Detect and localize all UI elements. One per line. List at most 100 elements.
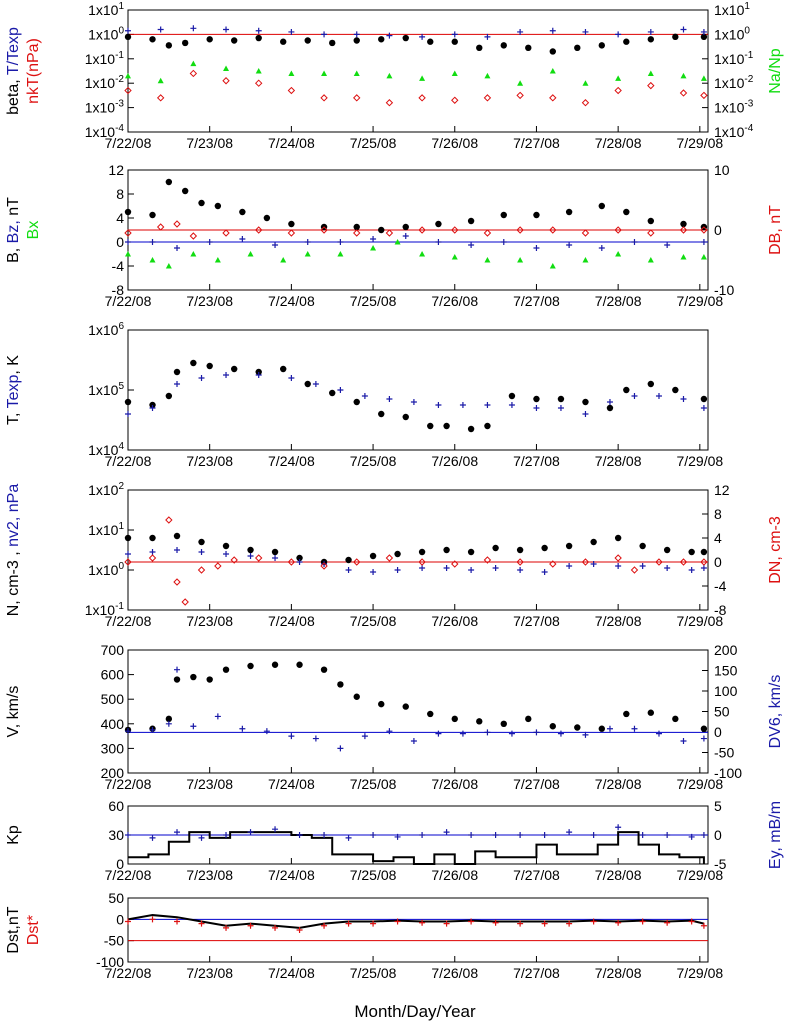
data-point [125,832,131,838]
data-point [206,239,213,245]
data-point [361,393,368,399]
data-point [124,558,132,566]
y-axis-label-left-2: Dst* [25,915,42,945]
series-dot [124,532,708,566]
y-axis-label-right: DV6, km/s [767,675,784,749]
data-point [239,725,246,732]
data-point [516,91,524,100]
data-point [647,217,655,225]
data-point [525,44,532,52]
data-point [500,211,507,219]
x-tick-label: 7/23/08 [186,293,233,309]
y-tick-label-right: 50 [714,704,730,720]
panel-2: -8 -4 0 4 8 12 -10 0 10 7/22/08 7/23/08 7/24/08 7/25… [5,162,784,309]
data-point [125,918,131,925]
x-tick-label: 7/27/08 [513,776,560,792]
x-tick-label: 7/22/08 [105,293,152,309]
panel-1: 1x10-4 1x10-3 1x10-2 1x10-1 1x100 1x101 1x10-4… [5,1,784,151]
data-point [574,724,581,731]
data-point [125,72,131,79]
x-tick-label: 7/27/08 [513,453,560,469]
data-point [500,42,507,49]
data-point [525,715,532,723]
data-point [443,565,450,571]
data-point [639,832,646,838]
x-tick-label: 7/27/08 [513,965,560,981]
plot-frame [127,489,709,611]
x-tick-label: 7/26/08 [431,965,478,981]
data-point [190,25,197,32]
data-point [615,563,622,569]
data-point [615,919,622,926]
series-line [128,831,705,865]
y-tick-label-left: 1x106 [88,321,124,338]
data-point [468,242,475,248]
x-tick-label: 7/24/08 [268,293,315,309]
data-point [247,829,254,836]
data-point [606,404,614,412]
data-point [549,94,557,102]
data-point [394,918,401,925]
data-point [214,257,221,263]
data-point [418,226,426,234]
data-point [255,68,262,74]
data-point [296,559,303,565]
data-point [198,834,205,841]
y-tick-label-left: 200 [101,765,125,781]
data-point [680,220,687,228]
data-point [353,70,360,76]
data-point [582,731,589,738]
y-tick-label-right: 1x10-4 [714,123,754,140]
data-point [451,254,458,260]
data-point [451,31,458,38]
data-point [280,257,287,263]
data-point [566,242,573,248]
y-tick-label-left: 0 [116,234,124,250]
plot-frame [127,897,709,963]
data-point [533,211,540,219]
data-point [181,39,189,47]
data-point [565,208,573,216]
data-point [680,26,687,33]
y-tick-label-left: 1x10-1 [85,50,125,67]
data-point [149,726,156,733]
data-point [639,918,646,925]
data-point [664,919,671,926]
x-tick-label: 7/24/08 [268,453,315,469]
x-tick-label: 7/29/08 [676,453,723,469]
data-point [598,725,606,732]
data-point [606,399,613,405]
data-point [247,553,254,559]
data-point [680,72,687,79]
data-point [483,556,492,564]
data-point [149,36,156,43]
x-tick-label: 7/25/08 [350,453,397,469]
panel-5: 200300400500600700-100-500501001502007/2… [5,642,784,792]
data-point [247,662,254,670]
data-point [679,558,688,566]
data-point [557,730,564,737]
data-point [370,245,377,251]
data-point [157,77,164,84]
data-point [149,534,156,542]
data-point [614,226,622,234]
data-point [337,745,344,752]
data-point [223,26,230,33]
data-point [700,922,707,929]
x-tick-label: 7/22/08 [105,135,152,151]
data-point [533,729,540,736]
data-point [223,924,230,931]
series-plus [125,824,707,841]
data-point [361,733,368,740]
data-point [353,31,360,38]
data-point [467,217,475,225]
data-point [394,239,401,245]
data-point [647,36,655,43]
data-point [271,661,279,668]
plot-frame [127,9,709,133]
data-point [435,402,442,408]
data-point [679,226,688,234]
y-tick-label-left: -4 [112,258,125,274]
data-point [581,99,590,107]
data-point [631,393,638,399]
